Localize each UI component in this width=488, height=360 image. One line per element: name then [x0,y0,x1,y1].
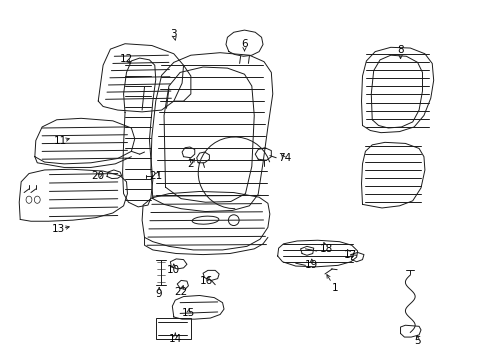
Text: 13: 13 [52,225,65,234]
Text: 16: 16 [200,276,213,286]
Text: 17: 17 [344,250,357,260]
Text: 21: 21 [149,171,162,181]
Text: 11: 11 [54,136,67,146]
Text: 20: 20 [91,171,104,181]
Text: 15: 15 [182,309,195,318]
Text: 74: 74 [277,153,290,163]
Text: 12: 12 [120,54,133,64]
Text: 1: 1 [331,283,337,293]
Text: 6: 6 [241,40,247,49]
Text: 14: 14 [168,333,182,343]
Text: 18: 18 [319,244,332,254]
Text: 8: 8 [396,45,403,55]
Text: 10: 10 [167,265,180,275]
Bar [156,318,190,338]
Text: 5: 5 [413,336,420,346]
Text: 2: 2 [187,159,194,169]
Text: 19: 19 [305,260,318,270]
Text: 9: 9 [156,289,162,299]
Text: 22: 22 [174,287,187,297]
Text: 3: 3 [170,29,177,39]
